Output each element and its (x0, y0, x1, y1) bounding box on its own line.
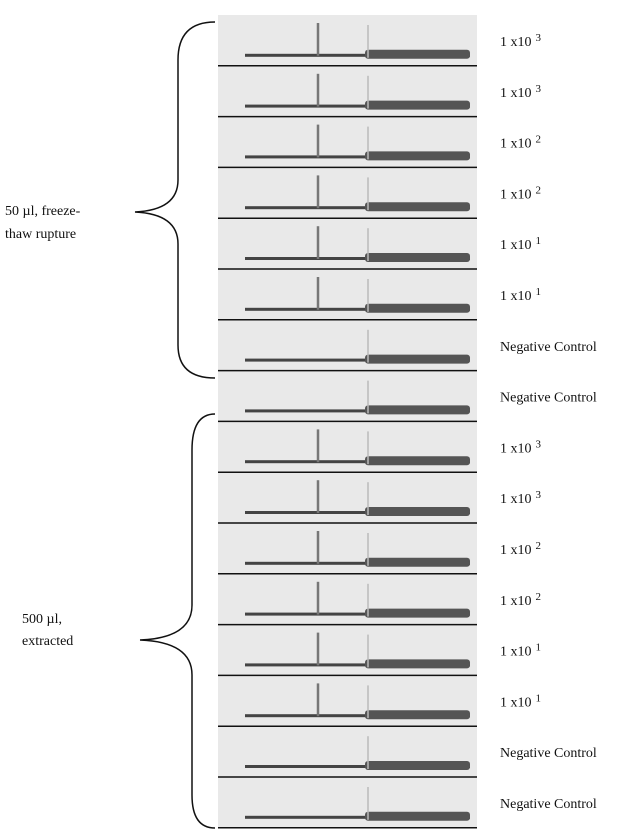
strip-label-text: 1 x10 (500, 594, 532, 609)
strip-label: Negative Control (500, 746, 597, 761)
strip-band (365, 761, 470, 770)
strip-band (245, 663, 470, 667)
strip-band (245, 307, 470, 311)
strip-label: 1 x10 3 (500, 489, 542, 508)
strip-band (365, 811, 470, 821)
strip-label: 1 x10 3 (500, 438, 542, 457)
strip-band (365, 303, 470, 313)
strip-label-text: Negative Control (500, 746, 597, 761)
strip-label-text: 1 x10 (500, 492, 532, 507)
strip-band (365, 405, 470, 415)
strip-band (365, 354, 470, 364)
group-label: thaw rupture (5, 227, 76, 242)
strip-band (245, 612, 470, 616)
strip-band (365, 253, 470, 262)
strip-band (365, 202, 470, 212)
group-label: extracted (22, 634, 73, 649)
strip-label-exponent: 2 (536, 184, 542, 196)
strip-label-text: 1 x10 (500, 696, 532, 711)
strip-label-text: 1 x10 (500, 442, 532, 457)
strip-label: 1 x10 1 (500, 692, 541, 711)
strip-band (245, 409, 470, 413)
strip-band (245, 155, 470, 159)
strip-label-exponent: 3 (536, 489, 542, 501)
group-label: 50 µl, freeze- (5, 204, 81, 219)
strip-label-text: 1 x10 (500, 137, 532, 152)
strip-label-exponent: 3 (536, 32, 542, 44)
strip-band (365, 100, 470, 110)
strip-band (245, 206, 470, 210)
brace (139, 413, 216, 829)
strip-label-text: 1 x10 (500, 543, 532, 558)
strip-band (365, 151, 470, 161)
strip-label-text: Negative Control (500, 797, 597, 812)
strip-band (245, 561, 470, 565)
strip-band (245, 460, 470, 464)
strip-label: 1 x10 3 (500, 32, 542, 51)
strip-band (245, 765, 470, 768)
strip-label-exponent: 2 (536, 133, 542, 145)
strip-label-exponent: 1 (536, 235, 542, 247)
strip-label-exponent: 3 (536, 82, 542, 94)
strip-label: 1 x10 1 (500, 286, 541, 305)
strip-label-text: 1 x10 (500, 289, 532, 304)
strip-label-exponent: 1 (536, 641, 542, 653)
strip-label-text: 1 x10 (500, 238, 532, 253)
strip-label-text: 1 x10 (500, 86, 532, 101)
strip-band (365, 507, 470, 516)
strip-band (365, 710, 470, 720)
strip-band (365, 456, 470, 466)
strip-label-exponent: 2 (536, 540, 542, 552)
strip-label-text: 1 x10 (500, 645, 532, 660)
group-label: 500 µl, (22, 612, 62, 627)
strip-band (365, 557, 470, 567)
strip-label-text: 1 x10 (500, 188, 532, 203)
strip-label-text: Negative Control (500, 340, 597, 355)
strip-band (245, 53, 470, 57)
strip-band (365, 659, 470, 669)
strip-label: 1 x10 2 (500, 540, 541, 559)
strip-band (245, 815, 470, 819)
strip-band (245, 104, 470, 108)
strip-label: Negative Control (500, 340, 597, 355)
strip-band (245, 257, 470, 260)
strip-band (365, 608, 470, 618)
strip-label: Negative Control (500, 391, 597, 406)
strip-label-exponent: 1 (536, 286, 542, 298)
strip-label-text: 1 x10 (500, 35, 532, 50)
strip-label-exponent: 2 (536, 590, 542, 602)
strip-label-text: Negative Control (500, 391, 597, 406)
strip-band (365, 49, 470, 59)
strip-label: 1 x10 3 (500, 82, 542, 101)
strip-label: 1 x10 2 (500, 133, 541, 152)
strip-label: 1 x10 2 (500, 184, 541, 203)
strip-label-exponent: 3 (536, 438, 542, 450)
strip-label: 1 x10 1 (500, 235, 541, 254)
strip-label-exponent: 1 (536, 692, 542, 704)
strip-band (245, 714, 470, 718)
brace (134, 21, 216, 379)
strip-label: 1 x10 2 (500, 590, 541, 609)
strip-label: 1 x10 1 (500, 641, 541, 660)
strip-band (245, 358, 470, 362)
strip-band (245, 511, 470, 514)
strip-label: Negative Control (500, 797, 597, 812)
